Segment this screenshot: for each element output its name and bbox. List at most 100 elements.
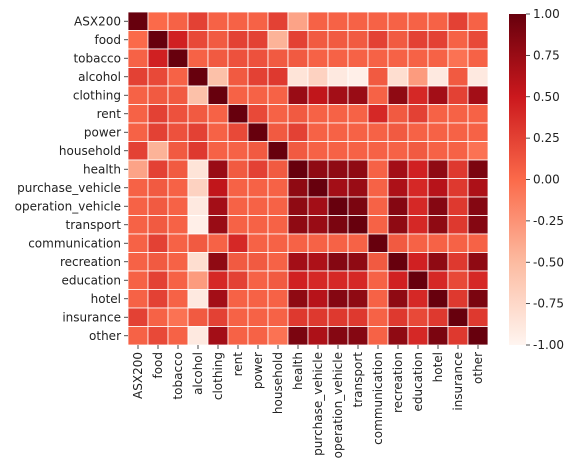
heatmap-cell-household-rent	[227, 141, 249, 161]
heatmap-cell-tobacco-rent	[227, 48, 249, 68]
heatmap-cell-hotel-alcohol	[187, 289, 209, 309]
colorbar-tick-label: 0.75	[533, 48, 560, 62]
heatmap-cell-household-other	[467, 141, 489, 161]
heatmap-cell-hotel-tobacco	[167, 289, 189, 309]
row-label-recreation: recreation	[60, 255, 121, 269]
heatmap-cell-ASX200-recreation	[387, 11, 409, 31]
heatmap-cell-rent-clothing	[207, 104, 229, 124]
heatmap-cell-transport-tobacco	[167, 215, 189, 235]
heatmap-cell-health-operation_vehicle	[327, 159, 349, 179]
heatmap-cell-communication-tobacco	[167, 233, 189, 253]
heatmap-cell-insurance-rent	[227, 307, 249, 327]
heatmap-cell-insurance-food	[147, 307, 169, 327]
heatmap-cell-alcohol-household	[267, 67, 289, 87]
column-label-operation_vehicle: operation_vehicle	[331, 352, 345, 458]
heatmap-cell-ASX200-transport	[347, 11, 369, 31]
heatmap-cell-health-household	[267, 159, 289, 179]
heatmap-cell-health-recreation	[387, 159, 409, 179]
colorbar-tick-label: 0.00	[533, 173, 560, 187]
heatmap-cell-hotel-health	[287, 289, 309, 309]
heatmap-cell-power-transport	[347, 122, 369, 142]
column-label-rent: rent	[231, 352, 245, 377]
colorbar: 1.00 0.75 0.50 0.25 0.00 -0.25 -0.50 -0.75 -1.00	[509, 7, 564, 352]
heatmap-cell-education-operation_vehicle	[327, 270, 349, 290]
column-label-clothing: clothing	[211, 352, 225, 400]
heatmap-cell-transport-insurance	[447, 215, 469, 235]
heatmap-cell-ASX200-food	[147, 11, 169, 31]
heatmap-cell-ASX200-ASX200	[127, 11, 149, 31]
heatmap-cell-clothing-education	[407, 85, 429, 105]
heatmap-cell-transport-recreation	[387, 215, 409, 235]
heatmap-cell-operation_vehicle-alcohol	[187, 196, 209, 216]
heatmap-cell-food-clothing	[207, 30, 229, 50]
heatmap-cell-education-transport	[347, 270, 369, 290]
heatmap-cell-recreation-purchase_vehicle	[307, 252, 329, 272]
colorbar-tick-label: -0.50	[533, 255, 564, 269]
heatmap-cell-education-rent	[227, 270, 249, 290]
heatmap-cell-household-household	[267, 141, 289, 161]
heatmap-cell-alcohol-tobacco	[167, 67, 189, 87]
heatmap-cell-transport-hotel	[427, 215, 449, 235]
heatmap-cell-operation_vehicle-rent	[227, 196, 249, 216]
heatmap-cell-power-clothing	[207, 122, 229, 142]
heatmap-cell-hotel-ASX200	[127, 289, 149, 309]
heatmap-cell-communication-ASX200	[127, 233, 149, 253]
heatmap-cell-tobacco-communication	[367, 48, 389, 68]
heatmap-cell-rent-health	[287, 104, 309, 124]
heatmap-cell-ASX200-household	[267, 11, 289, 31]
heatmap-cell-purchase_vehicle-rent	[227, 178, 249, 198]
heatmap-cell-alcohol-alcohol	[187, 67, 209, 87]
heatmap-cell-operation_vehicle-tobacco	[167, 196, 189, 216]
heatmap-cell-health-education	[407, 159, 429, 179]
heatmap-cell-transport-household	[267, 215, 289, 235]
heatmap-cell-transport-other	[467, 215, 489, 235]
column-label-household: household	[271, 352, 285, 414]
heatmap-cell-household-operation_vehicle	[327, 141, 349, 161]
heatmap-cell-tobacco-insurance	[447, 48, 469, 68]
heatmap-cell-purchase_vehicle-health	[287, 178, 309, 198]
heatmap-cell-insurance-purchase_vehicle	[307, 307, 329, 327]
heatmap-cell-food-insurance	[447, 30, 469, 50]
heatmap-cell-other-clothing	[207, 326, 229, 346]
heatmap-cell-clothing-clothing	[207, 85, 229, 105]
heatmap-cell-ASX200-other	[467, 11, 489, 31]
heatmap-cell-power-food	[147, 122, 169, 142]
heatmap-cell-power-recreation	[387, 122, 409, 142]
heatmap-cell-food-purchase_vehicle	[307, 30, 329, 50]
heatmap-cell-other-communication	[367, 326, 389, 346]
heatmap-cell-health-transport	[347, 159, 369, 179]
heatmap-cell-insurance-alcohol	[187, 307, 209, 327]
column-label-other: other	[471, 352, 485, 384]
heatmap-cell-clothing-other	[467, 85, 489, 105]
heatmap-cell-education-insurance	[447, 270, 469, 290]
heatmap-cell-tobacco-tobacco	[167, 48, 189, 68]
heatmap-cell-hotel-household	[267, 289, 289, 309]
heatmap-cell-household-recreation	[387, 141, 409, 161]
heatmap-cell-alcohol-power	[247, 67, 269, 87]
heatmap-cell-insurance-health	[287, 307, 309, 327]
heatmap-cell-health-insurance	[447, 159, 469, 179]
heatmap-cell-power-insurance	[447, 122, 469, 142]
heatmap-cell-ASX200-communication	[367, 11, 389, 31]
heatmap-cell-operation_vehicle-recreation	[387, 196, 409, 216]
heatmap-cell-communication-communication	[367, 233, 389, 253]
heatmap-cell-rent-power	[247, 104, 269, 124]
heatmap-cell-tobacco-ASX200	[127, 48, 149, 68]
heatmap-cell-food-communication	[367, 30, 389, 50]
heatmap-cell-power-hotel	[427, 122, 449, 142]
heatmap-cell-alcohol-clothing	[207, 67, 229, 87]
heatmap-cell-health-food	[147, 159, 169, 179]
row-label-insurance: insurance	[62, 310, 121, 324]
colorbar-tick-label: 0.25	[533, 131, 560, 145]
heatmap-cell-purchase_vehicle-alcohol	[187, 178, 209, 198]
heatmap-cell-alcohol-hotel	[427, 67, 449, 87]
heatmap-cell-recreation-insurance	[447, 252, 469, 272]
heatmap-cell-recreation-clothing	[207, 252, 229, 272]
heatmap-cell-ASX200-purchase_vehicle	[307, 11, 329, 31]
heatmap-cell-recreation-household	[267, 252, 289, 272]
row-label-food: food	[94, 33, 121, 47]
heatmap-cell-household-hotel	[427, 141, 449, 161]
row-label-clothing: clothing	[73, 88, 121, 102]
heatmap-cell-other-rent	[227, 326, 249, 346]
heatmap-cell-clothing-insurance	[447, 85, 469, 105]
